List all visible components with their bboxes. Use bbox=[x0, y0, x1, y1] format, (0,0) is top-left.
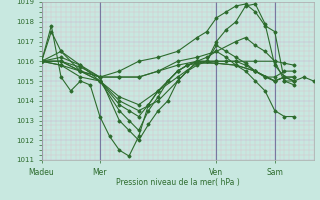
X-axis label: Pression niveau de la mer( hPa ): Pression niveau de la mer( hPa ) bbox=[116, 178, 239, 187]
